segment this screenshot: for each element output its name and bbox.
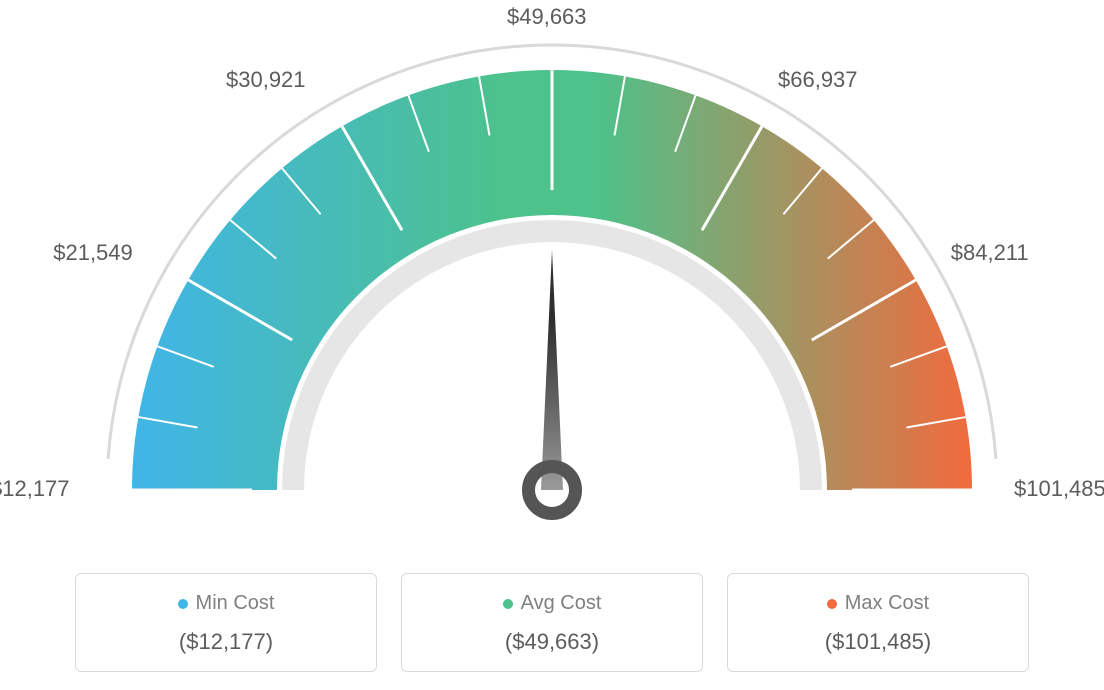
legend-max-value: ($101,485) bbox=[728, 629, 1028, 655]
gauge-area: $12,177 $21,549 $30,921 $49,663 $66,937 $84,2… bbox=[0, 0, 1104, 540]
gauge-tick-label: $21,549 bbox=[53, 240, 133, 266]
gauge-tick-label: $101,485 bbox=[1014, 476, 1104, 502]
legend-min-label: Min Cost bbox=[196, 592, 275, 614]
legend-min-value: ($12,177) bbox=[76, 629, 376, 655]
legend-max-dot bbox=[827, 599, 837, 609]
cost-gauge-container: $12,177 $21,549 $30,921 $49,663 $66,937 $84,2… bbox=[0, 0, 1104, 690]
legend-row: Min Cost ($12,177) Avg Cost ($49,663) Ma… bbox=[0, 573, 1104, 672]
legend-max-label: Max Cost bbox=[845, 592, 929, 614]
legend-min-dot bbox=[178, 599, 188, 609]
gauge-tick-label: $12,177 bbox=[0, 476, 70, 502]
legend-max-title: Max Cost bbox=[728, 592, 1028, 615]
legend-avg-value: ($49,663) bbox=[402, 629, 702, 655]
gauge-svg bbox=[0, 0, 1104, 540]
legend-min: Min Cost ($12,177) bbox=[75, 573, 377, 672]
legend-avg-label: Avg Cost bbox=[521, 592, 602, 614]
legend-avg-title: Avg Cost bbox=[402, 592, 702, 615]
legend-avg-dot bbox=[503, 599, 513, 609]
legend-min-title: Min Cost bbox=[76, 592, 376, 615]
gauge-tick-label: $30,921 bbox=[226, 67, 306, 93]
gauge-tick-label: $49,663 bbox=[507, 4, 587, 30]
legend-max: Max Cost ($101,485) bbox=[727, 573, 1029, 672]
legend-avg: Avg Cost ($49,663) bbox=[401, 573, 703, 672]
gauge-tick-label: $66,937 bbox=[778, 67, 858, 93]
gauge-tick-label: $84,211 bbox=[951, 240, 1029, 266]
